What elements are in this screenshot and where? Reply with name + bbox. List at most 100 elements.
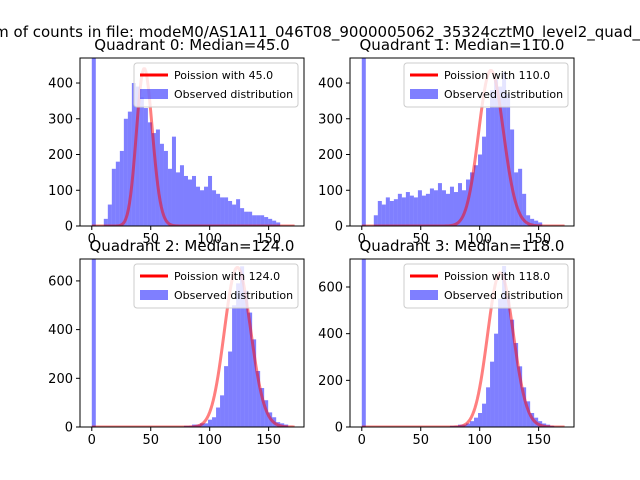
histogram-bar xyxy=(490,361,495,427)
histogram-bar xyxy=(385,197,390,226)
legend-patch-swatch xyxy=(410,290,438,300)
legend-label: Poission with 118.0 xyxy=(444,270,550,283)
legend-label: Observed distribution xyxy=(174,88,293,101)
y-tick-label: 400 xyxy=(318,77,343,92)
histogram-bar xyxy=(462,190,467,226)
histogram-bar xyxy=(373,215,378,226)
histogram-bar xyxy=(268,218,273,226)
legend-box xyxy=(133,263,299,309)
histogram-bar xyxy=(91,58,96,226)
histogram-bar xyxy=(236,283,241,427)
histogram-bar xyxy=(502,266,507,427)
histogram-bar xyxy=(183,175,188,226)
histogram-bar xyxy=(506,296,511,427)
histogram-bar xyxy=(530,218,535,226)
histogram-bar xyxy=(139,97,144,226)
histogram-bar xyxy=(212,417,217,427)
x-tick-label: 100 xyxy=(197,433,222,448)
x-tick-label: 150 xyxy=(256,232,281,247)
y-tick-label: 0 xyxy=(335,220,343,235)
legend-label: Poission with 124.0 xyxy=(174,270,280,283)
histogram-bar xyxy=(502,72,507,226)
histogram-bar xyxy=(470,421,475,427)
histogram-bar xyxy=(413,197,418,226)
histogram-bar xyxy=(377,200,382,226)
x-tick-label: 0 xyxy=(88,433,96,448)
legend-label: Poission with 45.0 xyxy=(174,69,273,82)
histogram-bar xyxy=(244,211,249,226)
histogram-bar xyxy=(179,165,184,226)
quadrant-title: Quadrant 0: Median=45.0 xyxy=(94,36,289,54)
histogram-bar xyxy=(449,186,454,226)
histogram-bar xyxy=(514,343,519,427)
axes-frame xyxy=(79,258,305,428)
plot-data xyxy=(361,58,565,226)
histogram-bar xyxy=(421,195,426,226)
histogram-bar xyxy=(522,387,527,427)
legend-label: Poission with 110.0 xyxy=(444,69,550,82)
histogram-bar xyxy=(510,319,515,427)
y-tick-label: 400 xyxy=(48,77,73,92)
histogram-bar xyxy=(175,172,180,226)
x-tick-label: 50 xyxy=(142,433,159,448)
y-tick-label: 0 xyxy=(65,421,73,436)
histogram-bar xyxy=(232,305,237,427)
legend-box xyxy=(403,263,569,309)
histogram-bar xyxy=(486,108,491,226)
histogram-bar xyxy=(361,259,366,427)
quadrant-title: Quadrant 1: Median=110.0 xyxy=(360,36,565,54)
histogram-bar xyxy=(196,186,201,226)
legend-label: Observed distribution xyxy=(174,289,293,302)
histogram-bar xyxy=(429,188,434,226)
histogram-bar xyxy=(216,407,221,427)
quadrant-title: Quadrant 2: Median=124.0 xyxy=(90,237,295,255)
histogram-bar xyxy=(538,222,543,226)
legend: Poission with 118.0 Observed distribution xyxy=(403,263,569,309)
y-tick-label: 0 xyxy=(335,421,343,436)
y-tick-label: 200 xyxy=(318,148,343,163)
histogram-bar xyxy=(171,136,176,226)
histogram-bar xyxy=(228,200,233,226)
histogram-bar xyxy=(163,150,168,226)
histogram-bar xyxy=(494,79,499,226)
histogram-bar xyxy=(409,195,414,226)
histogram-bar xyxy=(474,165,479,226)
legend-patch-swatch xyxy=(140,290,168,300)
histogram-bar xyxy=(433,190,438,226)
legend: Poission with 45.0 Observed distribution xyxy=(133,62,299,108)
histogram-bar xyxy=(264,217,269,226)
histogram-bar xyxy=(478,154,483,226)
quadrant-title: Quadrant 3: Median=118.0 xyxy=(360,237,565,255)
poisson-curve xyxy=(361,271,565,427)
histogram-bar xyxy=(478,413,483,427)
histogram-bar xyxy=(228,351,233,427)
histogram-bar xyxy=(248,312,253,427)
histogram-bar xyxy=(466,423,471,427)
histogram-bar xyxy=(498,298,503,427)
quadrant-3-panel: 0 50 100 150 0 200 400 600 Quadrant 3: Median=11… xyxy=(318,237,575,448)
histogram-bar xyxy=(490,90,495,226)
histogram-bar xyxy=(159,143,164,226)
histogram-bar xyxy=(526,215,531,226)
x-tick-label: 100 xyxy=(467,433,492,448)
histogram-bar xyxy=(127,111,132,226)
legend-box xyxy=(133,62,299,108)
histogram-bar xyxy=(204,423,209,427)
histogram-bar xyxy=(482,403,487,427)
plot-data xyxy=(91,259,295,427)
histogram-bar xyxy=(135,86,140,226)
y-tick-label: 100 xyxy=(318,184,343,199)
figure-suptitle: Histogram of counts in file: modeM0/AS1A… xyxy=(0,23,640,42)
histogram-bar xyxy=(224,366,229,427)
histogram-bar xyxy=(260,388,265,427)
histogram-bar xyxy=(252,215,257,226)
histogram-bar xyxy=(240,208,245,226)
x-tick-label: 0 xyxy=(88,232,96,247)
histogram-bar xyxy=(494,333,499,427)
histogram-bar xyxy=(119,150,124,226)
histogram-bar xyxy=(236,199,241,226)
histogram-bar xyxy=(498,86,503,226)
histogram-bar xyxy=(200,190,205,226)
y-tick-label: 200 xyxy=(318,374,343,389)
